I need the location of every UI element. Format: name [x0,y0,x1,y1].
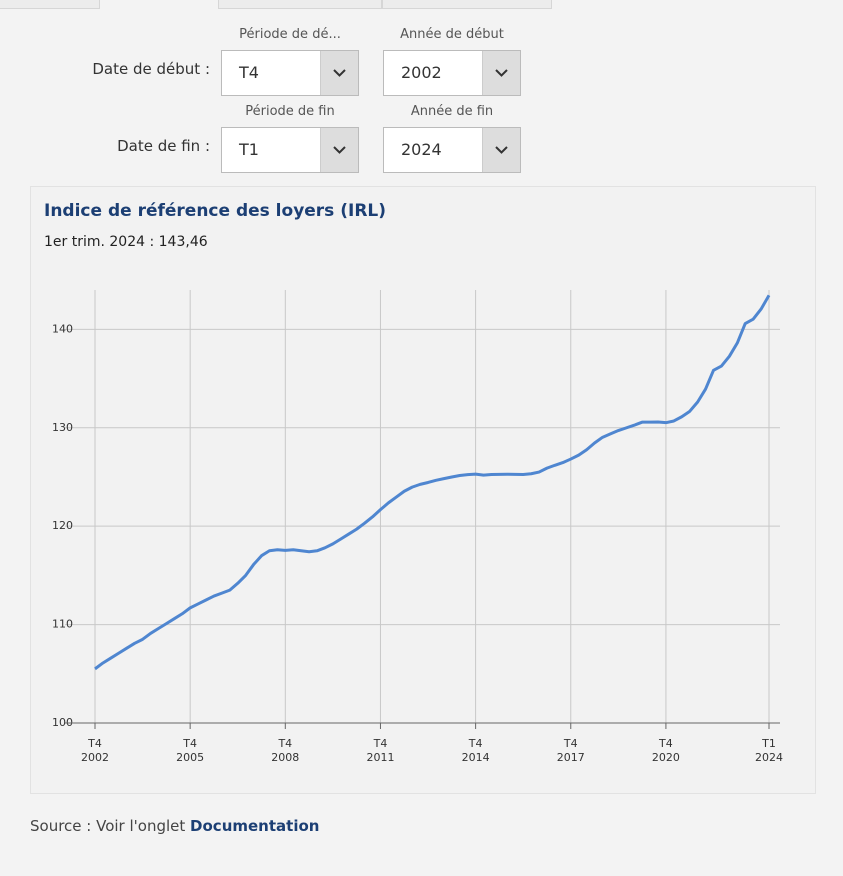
select[interactable]: 2002 [383,50,521,96]
select-value: 2002 [401,63,442,82]
tab[interactable] [382,0,552,9]
dropdown-arrow[interactable] [320,51,358,95]
data-line [94,294,771,671]
select-label: Année de début [400,27,504,42]
source-text: Source : Voir l'onglet [30,817,186,835]
dropdown-arrow[interactable] [482,51,520,95]
select-label: Période de dé... [239,27,341,42]
chevron [495,146,508,154]
field-label: Date de fin : [117,137,210,155]
x-tick-label: T4 2011 [366,737,395,764]
select[interactable]: 2024 [383,127,521,173]
x-tick-label: T4 2017 [556,737,585,764]
chart-panel [30,186,816,794]
y-tick-label: 140 [52,322,73,335]
field-label: Date de début : [92,60,210,78]
chevron [333,69,346,77]
select-label: Période de fin [245,104,335,119]
chart-title: Indice de référence des loyers (IRL) [44,201,386,221]
x-tick-label: T1 2024 [755,737,783,764]
y-tick-label: 120 [52,519,73,532]
y-tick-label: 130 [52,421,73,434]
select[interactable]: T1 [221,127,359,173]
tabs [0,0,843,9]
chart-subtitle: 1er trim. 2024 : 143,46 [44,234,208,250]
x-tick-label: T4 2002 [81,737,109,764]
select-value: T4 [239,63,259,82]
select-value: T1 [239,140,259,159]
y-tick-label: 110 [52,618,73,631]
source: Source : Voir l'onglet Documentation [30,817,319,835]
dropdown-arrow[interactable] [320,128,358,172]
x-tick-label: T4 2005 [176,737,205,764]
dropdown-arrow[interactable] [482,128,520,172]
x-tick-label: T4 2008 [271,737,300,764]
chevron [333,146,346,154]
y-tick-label: 100 [52,716,73,729]
select-label: Année de fin [410,104,494,119]
select[interactable]: T4 [221,50,359,96]
chevron [495,69,508,77]
x-tick-label: T4 2020 [651,737,680,764]
source-link[interactable]: Documentation [190,817,320,835]
x-tick-label: T4 2014 [461,737,490,764]
tab[interactable] [218,0,382,9]
tab[interactable] [0,0,100,9]
select-value: 2024 [401,140,442,159]
